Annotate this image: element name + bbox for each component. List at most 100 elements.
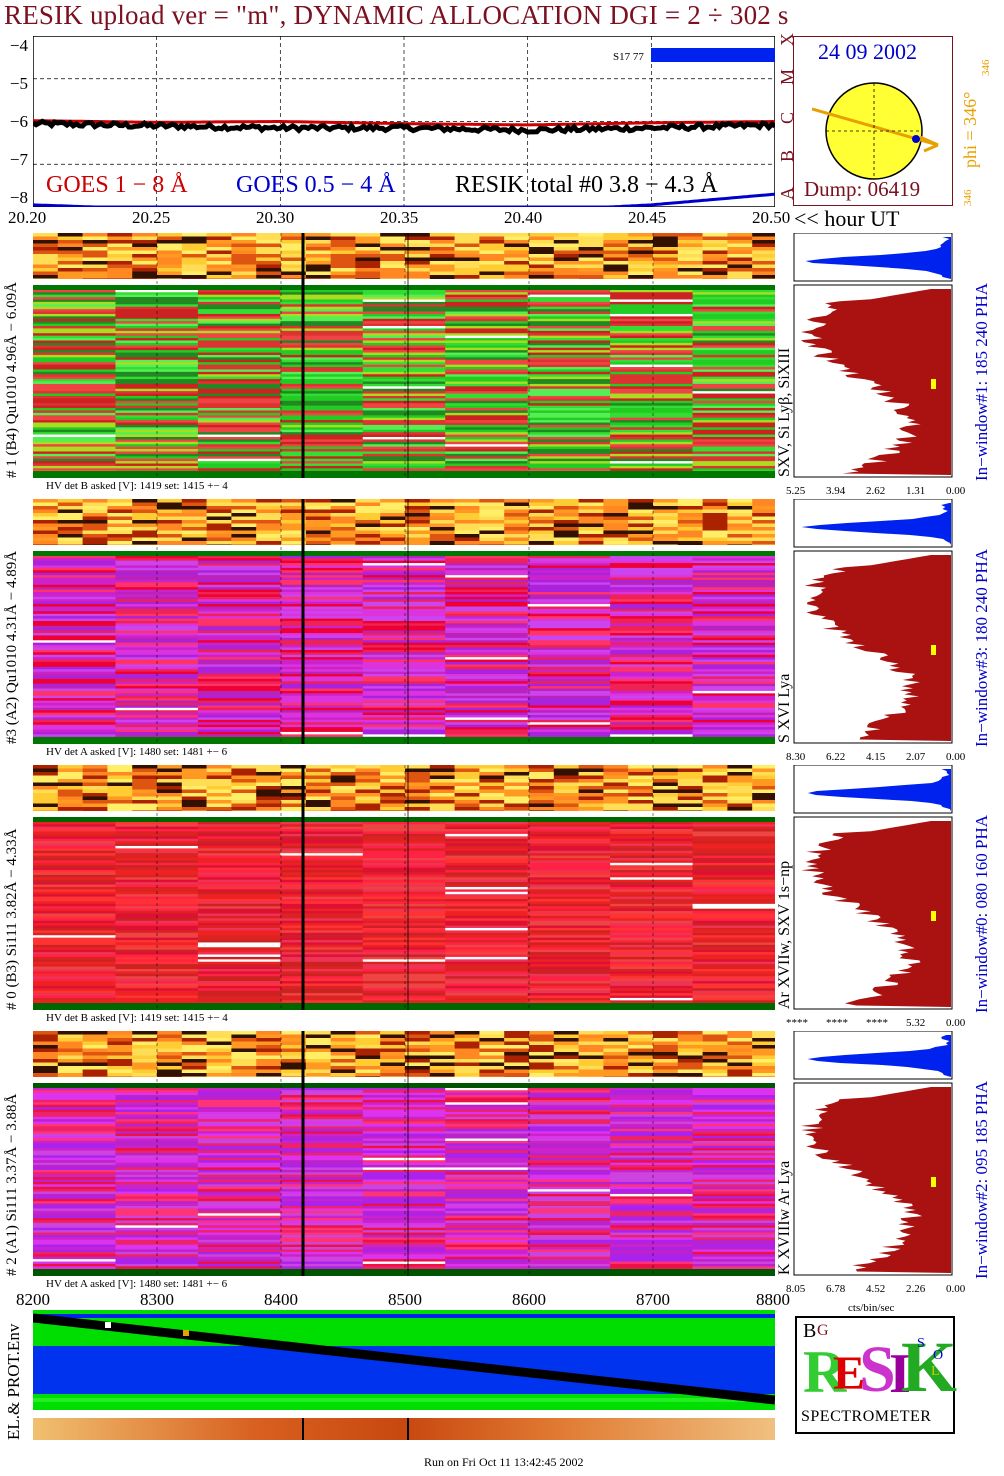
spec-cell xyxy=(445,838,529,842)
band-cell xyxy=(231,1073,257,1077)
band-cell xyxy=(107,268,133,272)
spectrum-tick: 2.26 xyxy=(906,1283,926,1295)
spec-cell xyxy=(610,289,694,293)
spec-cell xyxy=(527,393,611,397)
band-cell xyxy=(454,509,480,514)
spec-cell xyxy=(527,596,611,600)
spec-cell xyxy=(197,405,281,409)
spec-cell xyxy=(527,1121,611,1125)
band-cell xyxy=(206,765,232,769)
band-cell xyxy=(33,1062,58,1067)
spec-cell xyxy=(610,833,694,837)
band-cell xyxy=(727,275,753,279)
spec-cell xyxy=(280,400,364,404)
band-cell xyxy=(82,530,108,535)
spec-cell xyxy=(445,845,529,849)
spec-cell xyxy=(33,1111,117,1115)
band-cell xyxy=(504,233,530,237)
spec-cell xyxy=(33,584,117,588)
spec-cell xyxy=(445,374,529,378)
spec-cell xyxy=(692,318,775,322)
spec-cell xyxy=(362,961,446,965)
spec-cell xyxy=(280,618,364,622)
spec-cell xyxy=(692,340,775,344)
spec-cell xyxy=(280,1107,364,1110)
spec-cell xyxy=(692,391,775,394)
spec-cell xyxy=(362,877,446,881)
spec-cell xyxy=(692,937,775,941)
spec-cell xyxy=(610,932,694,936)
spec-cell xyxy=(445,964,529,967)
spec-cell xyxy=(362,1230,446,1233)
spec-cell xyxy=(692,410,775,414)
spec-cell xyxy=(692,1220,775,1224)
detector-heatmap xyxy=(33,233,775,478)
spec-cell xyxy=(33,894,117,898)
spec-cell xyxy=(197,412,281,416)
spec-cell xyxy=(280,872,364,876)
spec-cell xyxy=(692,877,775,881)
band-cell xyxy=(281,264,306,269)
spec-cell xyxy=(362,850,446,854)
spec-cell xyxy=(692,575,775,578)
spec-cell xyxy=(692,710,775,714)
spec-cell xyxy=(280,453,364,457)
spec-cell xyxy=(33,635,117,639)
spec-cell xyxy=(197,306,281,310)
spec-cell xyxy=(610,940,694,943)
spec-cell xyxy=(527,555,611,559)
spectrum-tick: 3.94 xyxy=(826,485,846,497)
band-cell xyxy=(752,775,775,780)
spec-cell xyxy=(527,434,611,438)
band-cell xyxy=(727,1041,753,1046)
spec-cell xyxy=(362,1203,446,1207)
band-cell xyxy=(107,243,133,248)
spec-cell xyxy=(33,831,117,835)
band-cell xyxy=(132,800,158,804)
band-cell xyxy=(752,800,775,804)
spec-cell xyxy=(445,661,529,665)
spec-cell xyxy=(692,444,775,448)
bin-axis: 8200 8300 8400 8500 8600 8700 8800 xyxy=(0,1290,800,1310)
band-cell xyxy=(628,768,654,773)
spec-cell xyxy=(280,671,364,675)
band-cell xyxy=(157,240,182,244)
spec-cell xyxy=(197,1160,281,1164)
band-cell xyxy=(380,1048,406,1053)
spec-cell xyxy=(362,947,446,951)
spec-cell xyxy=(445,942,529,946)
spec-cell xyxy=(33,889,117,893)
spec-cell xyxy=(692,642,775,646)
spec-cell xyxy=(197,681,281,685)
spec-cell xyxy=(33,836,117,840)
band-cell xyxy=(281,257,306,262)
spec-cell xyxy=(362,676,446,680)
band-cell xyxy=(256,530,282,535)
band-cell xyxy=(132,1066,158,1070)
spec-cell xyxy=(280,884,364,888)
spec-cell xyxy=(33,412,117,416)
band-cell xyxy=(380,516,406,521)
spec-cell xyxy=(33,683,117,687)
band-cell xyxy=(405,775,430,780)
band-cell xyxy=(752,509,775,514)
spec-cell xyxy=(692,400,775,404)
band-cell xyxy=(107,502,133,507)
spec-cell xyxy=(610,1172,694,1176)
band-cell xyxy=(206,499,232,503)
spec-cell xyxy=(527,1114,611,1118)
spec-cell xyxy=(692,587,775,590)
spec-cell xyxy=(610,379,694,382)
band-cell xyxy=(256,793,282,797)
spec-cell xyxy=(445,589,529,593)
spec-cell xyxy=(33,1133,117,1137)
band-cell xyxy=(181,506,207,510)
band-gap xyxy=(33,545,775,551)
band-cell xyxy=(305,261,331,265)
spec-cell xyxy=(610,1157,694,1161)
spec-cell xyxy=(33,386,117,390)
spec-cell xyxy=(33,1191,117,1195)
band-cell xyxy=(479,1041,505,1046)
spec-cell xyxy=(527,616,611,619)
band-cell xyxy=(82,513,108,517)
